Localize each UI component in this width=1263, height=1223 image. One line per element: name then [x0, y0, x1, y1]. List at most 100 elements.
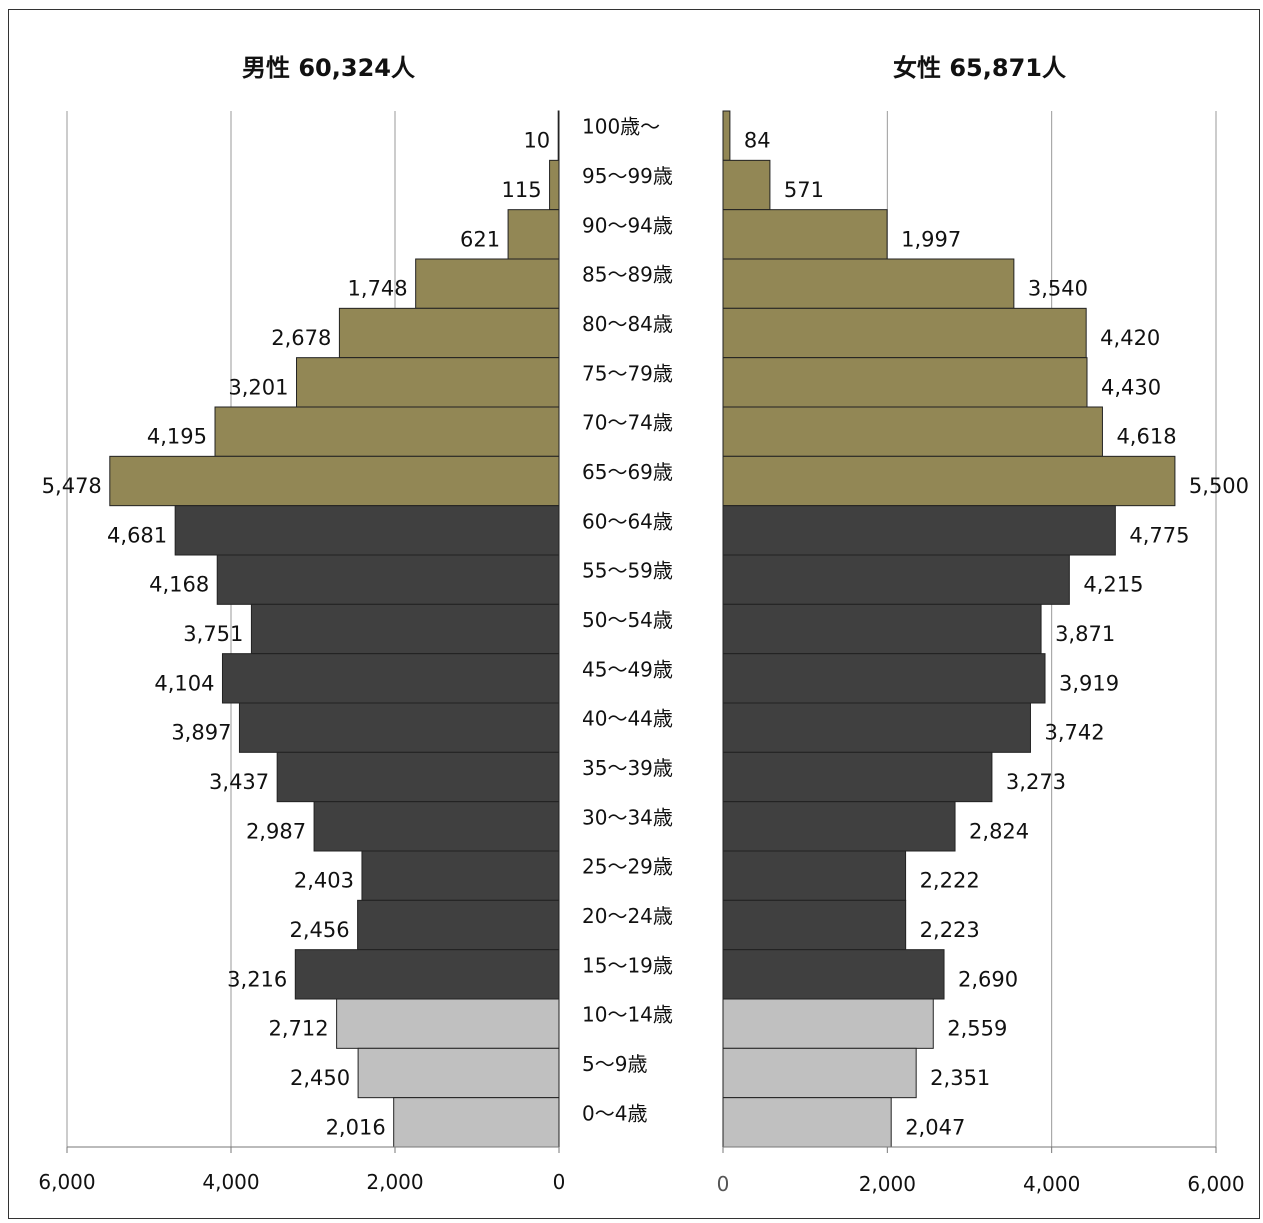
age-group-label: 65～69歳	[582, 460, 673, 484]
female-bar	[722, 702, 1031, 753]
male-total-title: 男性 60,324人	[242, 54, 415, 82]
male-value-label: 5,478	[42, 474, 102, 498]
female-value-label: 4,215	[1083, 573, 1143, 597]
male-x-axis: 6,000 4,000 2,000 0	[38, 1146, 565, 1194]
age-group-label: 70～74歳	[582, 411, 673, 435]
female-bar	[722, 998, 934, 1049]
male-value-label: 4,195	[147, 425, 207, 449]
male-bars	[109, 110, 560, 1148]
male-bar	[109, 455, 560, 507]
male-value-label: 2,712	[268, 1017, 328, 1041]
female-bar	[722, 1097, 892, 1148]
female-bar	[722, 850, 907, 901]
female-bar	[722, 455, 1176, 507]
female-bar	[722, 554, 1070, 605]
male-bar	[276, 751, 560, 803]
female-total-title: 女性 65,871人	[893, 54, 1066, 82]
female-bar	[722, 209, 888, 260]
female-value-label: 2,222	[920, 869, 980, 893]
female-x-axis: 0 2,000 4,000 6,000	[717, 1146, 1245, 1196]
male-bar	[216, 554, 560, 605]
male-axis-tick-label: 2,000	[366, 1170, 423, 1194]
male-bar	[557, 110, 560, 161]
female-bar	[722, 505, 1116, 556]
female-bar	[722, 258, 1015, 309]
female-value-labels: 84 571 1,997 3,540 4,420 4,430 4,618 5,500 4,775…	[744, 129, 1249, 1140]
female-axis-tick-label: 0	[717, 1172, 730, 1196]
male-value-label: 1,748	[348, 277, 408, 301]
age-group-label: 15～19歳	[582, 953, 673, 977]
male-bar	[313, 801, 560, 852]
male-value-label: 2,456	[289, 918, 349, 942]
female-bar	[722, 307, 1087, 359]
male-value-label: 2,403	[294, 869, 354, 893]
male-value-label: 621	[460, 227, 500, 251]
female-value-label: 3,871	[1055, 622, 1115, 646]
female-axis-tick-label: 4,000	[1023, 1172, 1080, 1196]
male-bar	[294, 949, 560, 1000]
male-value-label: 3,216	[227, 967, 287, 991]
male-value-label: 3,751	[183, 622, 243, 646]
male-bar	[250, 603, 560, 655]
age-group-label: 35～39歳	[582, 756, 673, 780]
female-value-label: 5,500	[1189, 474, 1249, 498]
female-value-label: 1,997	[901, 227, 961, 251]
female-bars	[722, 110, 1176, 1148]
female-axis-tick-label: 6,000	[1187, 1172, 1244, 1196]
female-value-label: 4,420	[1100, 326, 1160, 350]
age-group-label: 45～49歳	[582, 657, 673, 681]
female-value-label: 84	[744, 129, 771, 153]
age-group-label: 30～34歳	[582, 805, 673, 829]
age-group-label: 90～94歳	[582, 213, 673, 237]
female-bar	[722, 406, 1103, 457]
male-bar	[415, 258, 560, 309]
age-group-label: 50～54歳	[582, 608, 673, 632]
age-group-label: 20～24歳	[582, 904, 673, 928]
age-group-labels: 100歳～ 95～99歳 90～94歳 85～89歳 80～84歳 75～79歳 70～74…	[582, 115, 673, 1126]
age-group-label: 40～44歳	[582, 707, 673, 731]
male-bar	[221, 653, 560, 704]
male-bar	[361, 850, 560, 901]
male-value-label: 2,016	[326, 1115, 386, 1139]
female-value-label: 2,559	[947, 1017, 1007, 1041]
female-bar	[722, 110, 731, 161]
female-value-label: 4,618	[1116, 425, 1176, 449]
male-value-label: 115	[501, 178, 541, 202]
male-value-label: 4,168	[149, 573, 209, 597]
chart-frame	[8, 9, 1260, 1219]
female-value-label: 2,690	[958, 967, 1018, 991]
age-group-label: 75～79歳	[582, 361, 673, 385]
female-bar	[722, 899, 907, 951]
age-group-label: 60～64歳	[582, 509, 673, 533]
age-group-label: 25～29歳	[582, 855, 673, 879]
female-bar	[722, 159, 771, 211]
female-value-label: 3,273	[1006, 770, 1066, 794]
male-value-label: 3,897	[171, 721, 231, 745]
female-bar	[722, 653, 1046, 704]
male-bar	[393, 1097, 560, 1148]
female-value-label: 3,742	[1044, 721, 1104, 745]
female-bar	[722, 1047, 917, 1099]
age-group-label: 5～9歳	[582, 1052, 647, 1076]
male-bar	[357, 1047, 560, 1099]
age-group-label: 80～84歳	[582, 312, 673, 336]
female-value-label: 2,351	[930, 1066, 990, 1090]
male-bar	[214, 406, 560, 457]
female-axis-tick-label: 2,000	[859, 1172, 916, 1196]
age-group-label: 100歳～	[582, 115, 660, 139]
male-bar	[357, 899, 560, 951]
age-group-label: 10～14歳	[582, 1003, 673, 1027]
male-value-label: 10	[523, 129, 550, 153]
male-value-labels: 10 115 621 1,748 2,678 3,201 4,195 5,478 4,681 4,…	[42, 129, 551, 1140]
female-value-label: 2,824	[969, 819, 1029, 843]
age-group-label: 95～99歳	[582, 164, 673, 188]
male-value-label: 4,104	[154, 671, 214, 695]
female-value-label: 4,775	[1129, 523, 1189, 547]
male-value-label: 2,450	[290, 1066, 350, 1090]
male-value-label: 2,678	[271, 326, 331, 350]
male-axis-tick-label: 4,000	[202, 1170, 259, 1194]
male-bar	[336, 998, 560, 1049]
male-bar	[174, 505, 560, 556]
female-value-label: 3,919	[1059, 671, 1119, 695]
female-bar	[722, 949, 945, 1000]
